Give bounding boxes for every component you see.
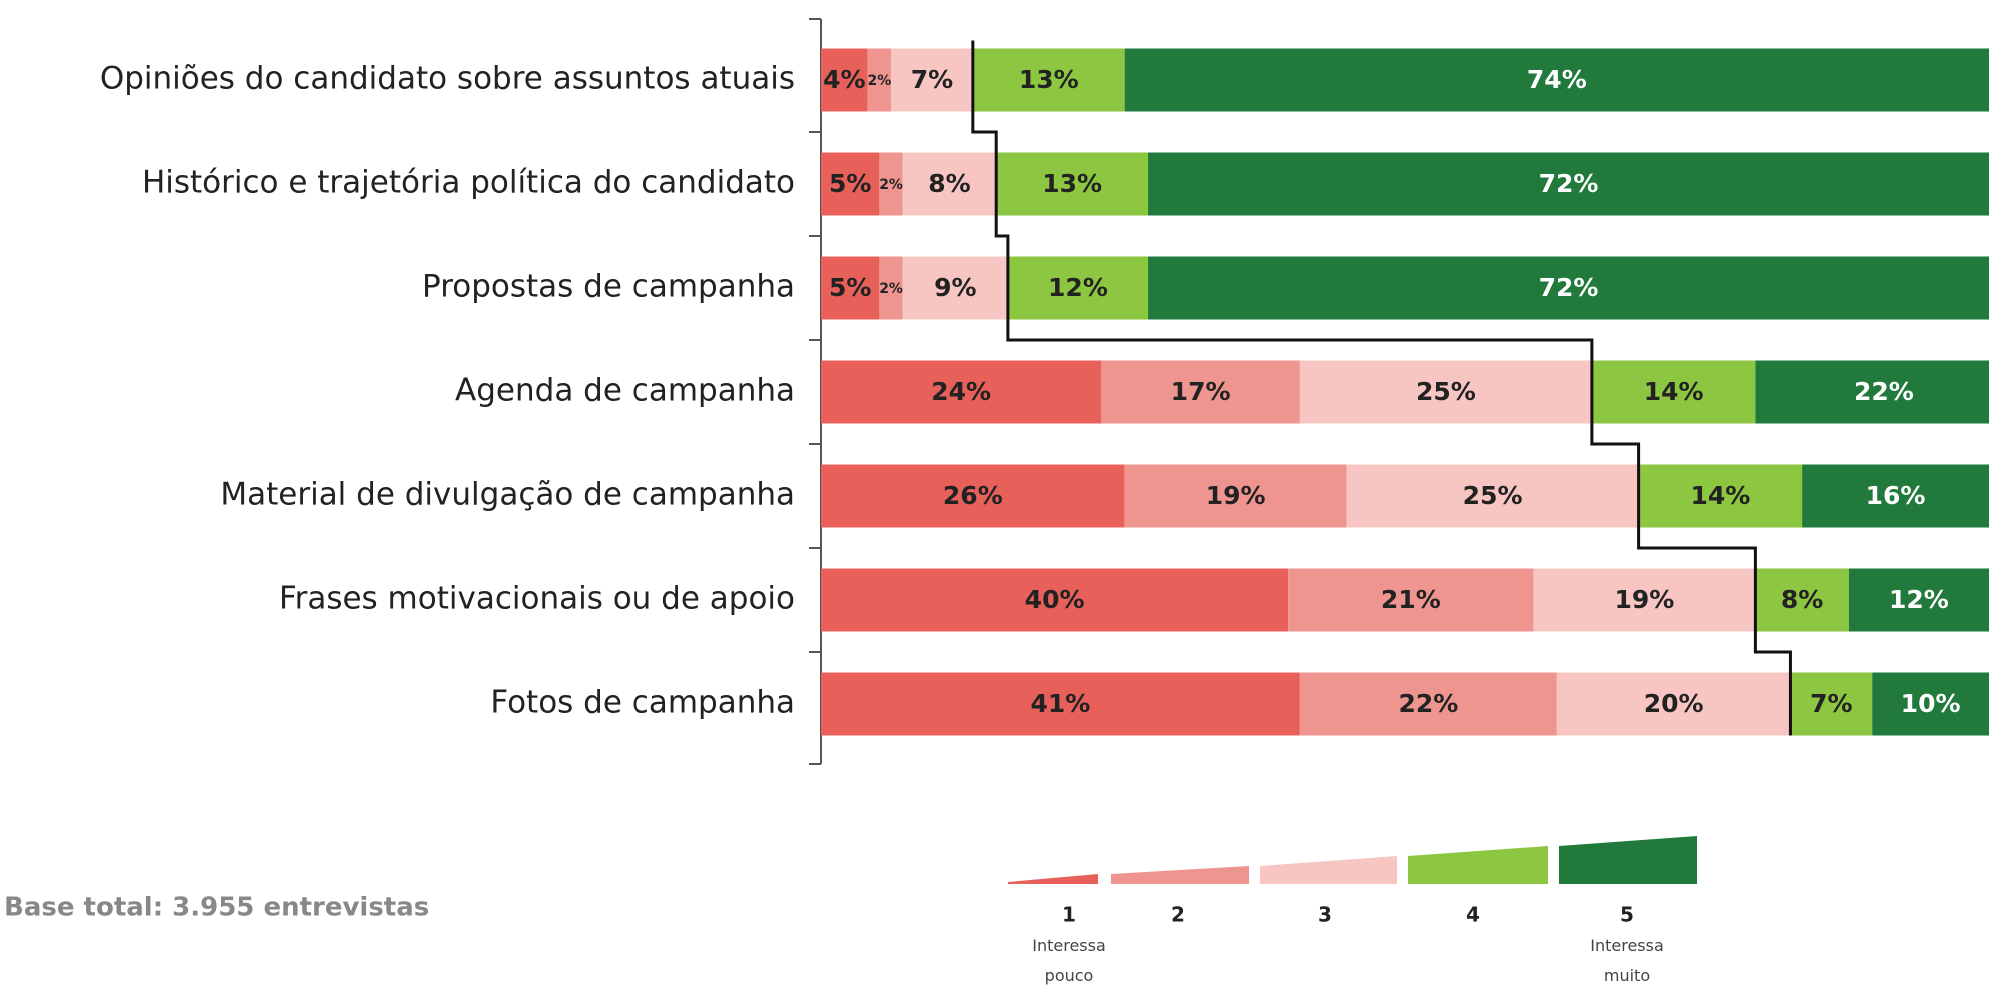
- value-label: 19%: [1615, 585, 1675, 614]
- bar-segment: [1755, 568, 1849, 632]
- value-label: 8%: [1781, 585, 1823, 614]
- bar-segment: [1299, 360, 1592, 424]
- bar-segment: [1124, 48, 1989, 112]
- legend-label: 3: [1318, 903, 1332, 927]
- bar-segment: [1556, 672, 1791, 736]
- bar-segment: [1872, 672, 1989, 736]
- bar-segment: [1299, 672, 1557, 736]
- value-label: 7%: [911, 65, 953, 94]
- bar-segment: [821, 360, 1102, 424]
- value-label: 2%: [879, 177, 903, 193]
- bar-segment: [1848, 568, 1989, 632]
- value-label: 4%: [823, 65, 865, 94]
- bar-segment: [891, 48, 973, 112]
- note: Base total: 3.955 entrevistas: [4, 893, 429, 923]
- value-label: 7%: [1810, 689, 1852, 718]
- bar-segment: [879, 256, 903, 320]
- value-label: 13%: [1042, 169, 1102, 198]
- bar-segment: [972, 48, 1125, 112]
- value-label: 5%: [829, 169, 871, 198]
- legend-swatch: [1111, 866, 1249, 884]
- legend-swatch: [1260, 856, 1397, 884]
- bar-segment: [821, 464, 1125, 528]
- bar-segment: [879, 152, 903, 216]
- value-label: 41%: [1031, 689, 1091, 718]
- bar-segment: [1802, 464, 1989, 528]
- bar-segment: [1755, 360, 1989, 424]
- value-label: 10%: [1901, 689, 1961, 718]
- value-label: 72%: [1539, 169, 1599, 198]
- legend-swatch: [1559, 836, 1697, 884]
- bar-segment: [902, 152, 997, 216]
- bar-segment: [902, 256, 1008, 320]
- legend-label: 5: [1620, 903, 1634, 927]
- bar-segment: [821, 152, 880, 216]
- value-label: 25%: [1463, 481, 1523, 510]
- value-label: 19%: [1206, 481, 1266, 510]
- value-label: 72%: [1539, 273, 1599, 302]
- bar-segment: [821, 672, 1300, 736]
- category-label: Frases motivacionais ou de apoio: [279, 581, 795, 617]
- bar-segment: [1346, 464, 1639, 528]
- bar-segment: [1007, 256, 1149, 320]
- legend-label: 4: [1466, 903, 1480, 927]
- value-label: 22%: [1398, 689, 1458, 718]
- category-label: Agenda de campanha: [455, 373, 795, 409]
- category-label: Material de divulgação de campanha: [220, 477, 795, 513]
- value-label: 5%: [829, 273, 871, 302]
- value-label: 74%: [1527, 65, 1587, 94]
- value-label: 20%: [1644, 689, 1704, 718]
- value-label: 21%: [1381, 585, 1441, 614]
- value-label: 9%: [934, 273, 976, 302]
- value-label: 17%: [1171, 377, 1231, 406]
- value-label: 8%: [928, 169, 970, 198]
- value-label: 12%: [1048, 273, 1108, 302]
- value-label: 40%: [1025, 585, 1085, 614]
- value-label: 12%: [1889, 585, 1949, 614]
- category-label: Opiniões do candidato sobre assuntos atu…: [100, 61, 795, 97]
- bar-segment: [821, 256, 880, 320]
- bar-segment: [1591, 360, 1756, 424]
- legend-note: Interessa pouco: [1032, 936, 1106, 985]
- bar-segment: [1790, 672, 1873, 736]
- category-label: Histórico e trajetória política do candi…: [142, 165, 795, 201]
- value-label: 2%: [879, 281, 903, 297]
- value-label: 24%: [931, 377, 991, 406]
- legend-label: 2: [1171, 903, 1185, 927]
- value-label: 14%: [1644, 377, 1704, 406]
- value-label: 26%: [943, 481, 1003, 510]
- divider-line: [971, 40, 1792, 736]
- bar-segment: [867, 48, 892, 112]
- bar-segment: [1148, 256, 1989, 320]
- bar-segment: [1638, 464, 1803, 528]
- legend-note: Interessa muito: [1590, 936, 1664, 985]
- category-label: Fotos de campanha: [490, 685, 795, 721]
- legend-swatch: [1008, 874, 1098, 884]
- value-label: 2%: [868, 73, 892, 89]
- bar-segment: [821, 48, 868, 112]
- category-label: Propostas de campanha: [422, 269, 795, 305]
- value-label: 22%: [1854, 377, 1914, 406]
- bar-segment: [821, 568, 1289, 632]
- value-label: 14%: [1690, 481, 1750, 510]
- bar-segment: [996, 152, 1149, 216]
- bar-segment: [1124, 464, 1347, 528]
- bar-segment: [1101, 360, 1300, 424]
- legend-swatch: [1408, 846, 1548, 884]
- bar-segment: [1533, 568, 1756, 632]
- legend-label: 1: [1062, 903, 1076, 927]
- bar-segment: [1148, 152, 1989, 216]
- value-label: 13%: [1019, 65, 1079, 94]
- value-label: 25%: [1416, 377, 1476, 406]
- value-label: 16%: [1866, 481, 1926, 510]
- bar-segment: [1288, 568, 1534, 632]
